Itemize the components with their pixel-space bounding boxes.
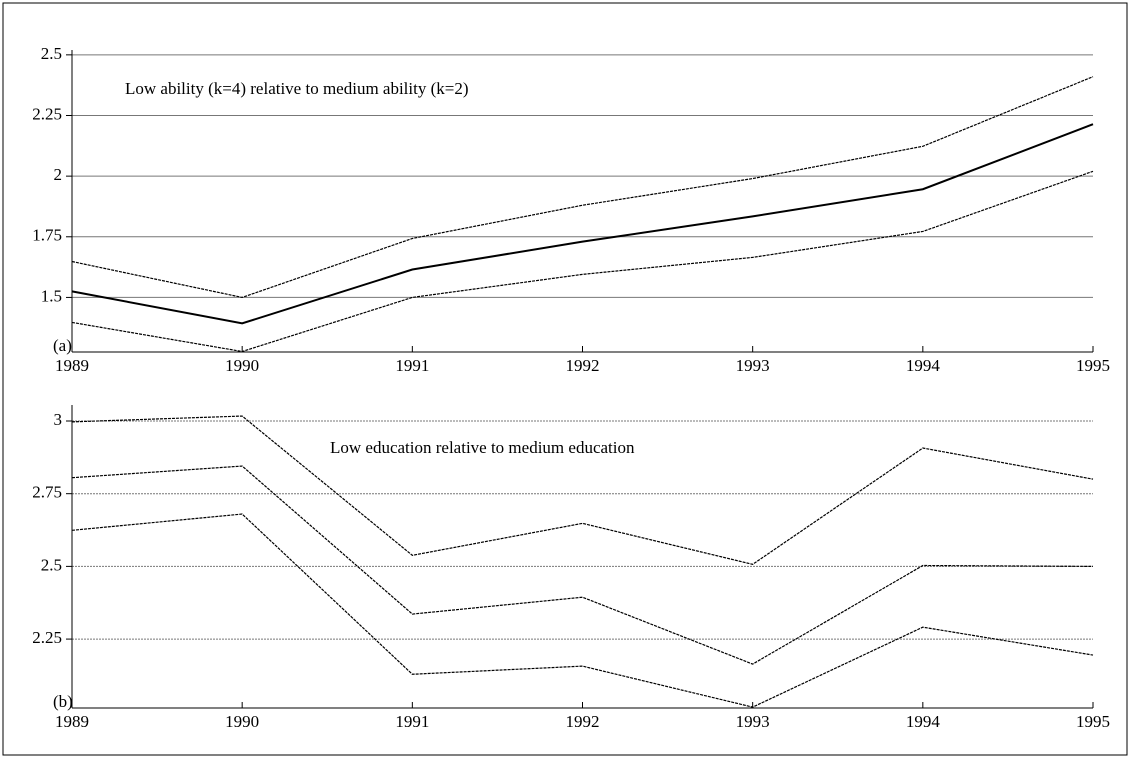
- series-line: [71, 513, 1094, 708]
- x-tick-label: 1990: [225, 356, 259, 375]
- series-line: [71, 465, 1094, 665]
- panel-label: (a): [53, 336, 72, 355]
- annotation: Low education relative to medium educati…: [330, 438, 635, 457]
- x-tick-label: 1991: [395, 712, 429, 731]
- y-tick-label: 2.5: [41, 44, 62, 63]
- x-tick-label: 1993: [736, 356, 770, 375]
- annotation: Low ability (k=4) relative to medium abi…: [125, 79, 469, 98]
- series-line: [71, 170, 1094, 353]
- panel-label: (b): [53, 692, 73, 711]
- y-tick-label: 1.75: [32, 226, 62, 245]
- y-tick-label: 2.25: [32, 104, 62, 123]
- x-tick-label: 1994: [906, 356, 941, 375]
- y-tick-label: 3: [54, 410, 63, 429]
- x-tick-label: 1995: [1076, 356, 1110, 375]
- x-tick-label: 1995: [1076, 712, 1110, 731]
- x-tick-label: 1990: [225, 712, 259, 731]
- x-tick-label: 1994: [906, 712, 941, 731]
- x-tick-label: 1992: [566, 356, 600, 375]
- y-tick-label: 1.5: [41, 286, 62, 305]
- y-tick-label: 2.5: [41, 555, 62, 574]
- x-tick-label: 1991: [395, 356, 429, 375]
- x-tick-label: 1992: [566, 712, 600, 731]
- y-tick-label: 2.25: [32, 628, 62, 647]
- x-tick-label: 1989: [55, 356, 89, 375]
- x-tick-label: 1989: [55, 712, 89, 731]
- series-line: [71, 123, 1094, 325]
- x-tick-label: 1993: [736, 712, 770, 731]
- series-line: [71, 76, 1094, 299]
- series-line: [71, 415, 1094, 565]
- y-tick-label: 2.75: [32, 483, 62, 502]
- y-tick-label: 2: [54, 165, 63, 184]
